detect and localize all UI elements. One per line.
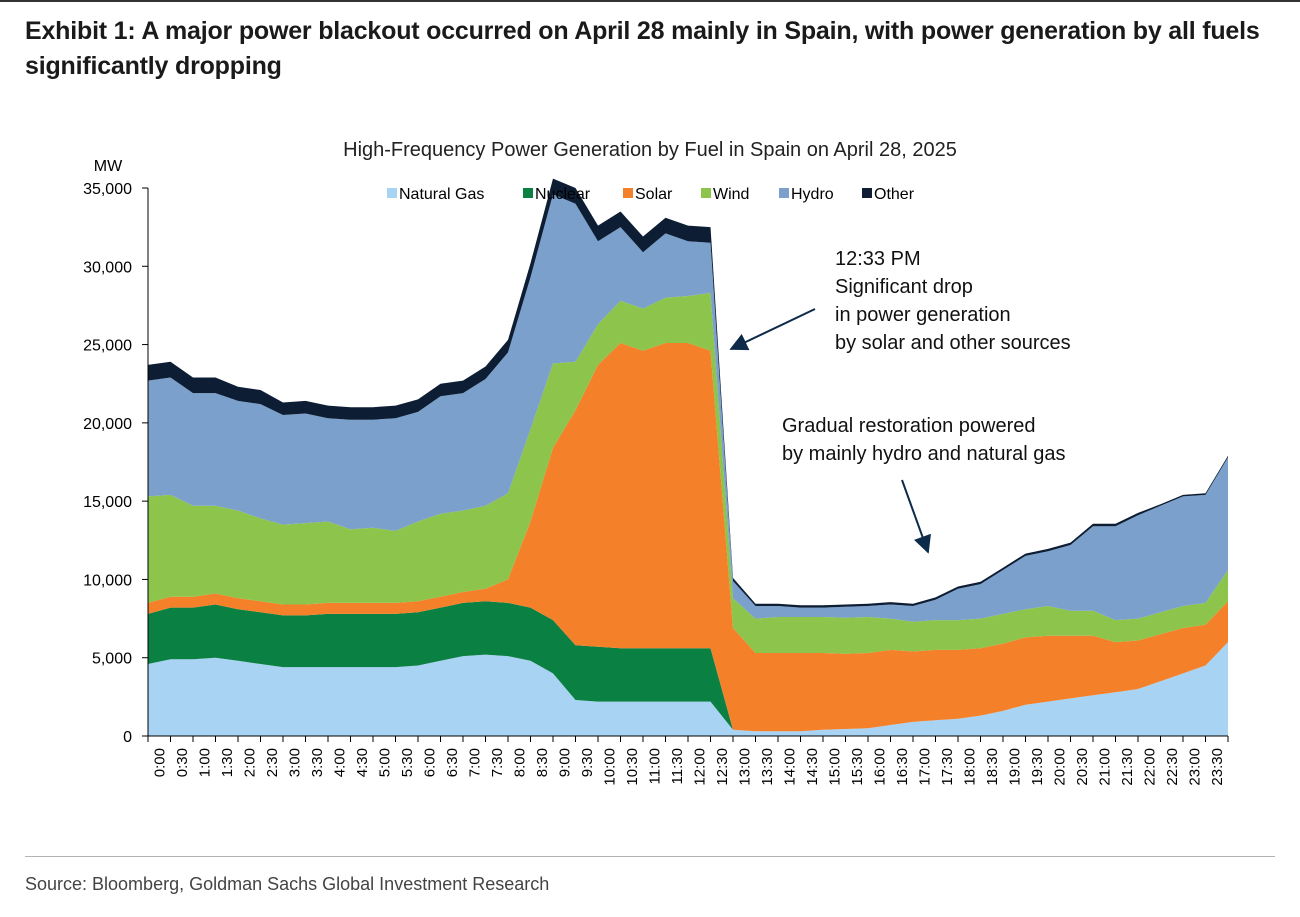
annotation-text-line: by solar and other sources — [835, 332, 1071, 354]
y-tick-label: 30,000 — [83, 259, 132, 276]
x-tick-label: 1:30 — [219, 748, 236, 777]
x-tick-label: 9:00 — [556, 748, 573, 777]
x-tick-label: 12:00 — [691, 748, 708, 786]
x-tick-label: 16:00 — [871, 748, 888, 786]
x-tick-label: 15:30 — [849, 748, 866, 786]
source-note: Source: Bloomberg, Goldman Sachs Global … — [25, 874, 550, 894]
legend-label-nuclear: Nuclear — [535, 186, 591, 203]
x-tick-label: 11:00 — [646, 748, 663, 784]
x-tick-label: 16:30 — [894, 748, 911, 786]
x-tick-label: 3:30 — [309, 748, 326, 777]
legend-swatch-hydro — [779, 188, 789, 198]
legend-swatch-solar — [623, 188, 633, 198]
legend-swatch-nuclear — [523, 188, 533, 198]
x-tick-label: 21:00 — [1096, 748, 1113, 786]
chart-title: High-Frequency Power Generation by Fuel … — [343, 139, 957, 161]
x-tick-label: 21:30 — [1119, 748, 1136, 786]
annotation-text-line: Significant drop — [835, 276, 973, 298]
legend-label-hydro: Hydro — [791, 186, 834, 203]
y-tick-label: 20,000 — [83, 416, 132, 433]
legend-swatch-natural-gas — [387, 188, 397, 198]
x-tick-label: 13:30 — [759, 748, 776, 786]
x-tick-label: 7:00 — [466, 748, 483, 777]
x-tick-label: 22:30 — [1164, 748, 1181, 786]
x-tick-label: 1:00 — [196, 748, 213, 777]
x-tick-label: 5:00 — [376, 748, 393, 777]
x-tick-label: 2:00 — [241, 748, 258, 777]
annotation-text-line: by mainly hydro and natural gas — [782, 443, 1066, 465]
x-tick-label: 10:30 — [624, 748, 641, 786]
annotations-group: 12:33 PM Significant drop in power generat… — [729, 248, 1071, 554]
x-tick-label: 14:00 — [781, 748, 798, 786]
x-tick-label: 20:30 — [1074, 748, 1091, 786]
x-tick-label: 4:00 — [331, 748, 348, 777]
x-tick-label: 8:00 — [511, 748, 528, 777]
x-tick-label: 11:30 — [669, 748, 686, 784]
x-tick-label: 18:30 — [984, 748, 1001, 786]
legend-label-other: Other — [874, 186, 915, 203]
legend-label-natural-gas: Natural Gas — [399, 186, 484, 203]
legend-label-wind: Wind — [713, 186, 749, 203]
x-tick-label: 19:00 — [1006, 748, 1023, 786]
x-tick-label: 17:30 — [939, 748, 956, 786]
x-tick-label: 10:00 — [601, 748, 618, 786]
area-series-nuclear — [148, 601, 1228, 732]
legend: Natural Gas Nuclear Solar Wind Hydro Other — [387, 186, 915, 203]
x-tick-label: 15:00 — [826, 748, 843, 786]
source-rule — [25, 856, 1275, 857]
y-tick-label: 15,000 — [83, 494, 132, 511]
annotation-arrow-restoration — [901, 479, 931, 554]
x-tick-label: 22:00 — [1141, 748, 1158, 786]
annotation-text-line: Gradual restoration powered — [782, 415, 1035, 437]
area-series-wind — [148, 292, 1228, 654]
x-tick-label: 23:30 — [1209, 748, 1226, 786]
y-tick-label: 0 — [123, 729, 132, 746]
annotation-1: 12:33 PM Significant drop in power generat… — [835, 248, 1071, 354]
x-tick-label: 3:00 — [286, 748, 303, 777]
x-tick-label: 8:30 — [534, 748, 551, 777]
x-tick-label: 13:00 — [736, 748, 753, 786]
x-tick-label: 6:30 — [444, 748, 461, 777]
exhibit-title: Exhibit 1: A major power blackout occurr… — [25, 17, 1260, 80]
x-tick-label: 7:30 — [489, 748, 506, 777]
x-tick-label: 5:30 — [399, 748, 416, 777]
x-tick-label: 12:30 — [714, 748, 731, 786]
legend-swatch-other — [862, 188, 872, 198]
x-tick-label: 4:30 — [354, 748, 371, 777]
y-tick-label: 35,000 — [83, 181, 132, 198]
x-tick-label: 0:30 — [174, 748, 191, 777]
y-tick-label: 5,000 — [92, 651, 132, 668]
annotation-2: Gradual restoration powered by mainly hyd… — [782, 415, 1066, 465]
x-tick-label: 23:00 — [1186, 748, 1203, 786]
area-series-natural-gas — [148, 642, 1228, 736]
axes-group: 0 5,000 10,000 15,000 20,000 25,000 30,000 35,0… — [83, 181, 1229, 786]
annotation-text-line: 12:33 PM — [835, 248, 921, 270]
area-series-solar — [148, 343, 1228, 732]
y-tick-label: 10,000 — [83, 572, 132, 589]
x-tick-label: 20:00 — [1051, 748, 1068, 786]
annotation-text-line: in power generation — [835, 304, 1011, 326]
area-series-hydro — [148, 194, 1228, 622]
area-series-group — [148, 178, 1228, 736]
legend-label-solar: Solar — [635, 186, 673, 203]
top-rule — [0, 0, 1300, 2]
x-tick-label: 17:00 — [916, 748, 933, 786]
x-tick-label: 2:30 — [264, 748, 281, 777]
annotation-arrow-drop — [729, 308, 816, 351]
x-tick-label: 9:30 — [579, 748, 596, 777]
y-axis-unit-label: MW — [94, 158, 123, 175]
x-tick-label: 19:30 — [1029, 748, 1046, 786]
x-tick-label: 18:00 — [961, 748, 978, 786]
x-tick-label: 14:30 — [804, 748, 821, 786]
x-tick-label: 6:00 — [421, 748, 438, 777]
y-tick-label: 25,000 — [83, 338, 132, 355]
legend-swatch-wind — [701, 188, 711, 198]
x-tick-label: 0:00 — [151, 748, 168, 777]
